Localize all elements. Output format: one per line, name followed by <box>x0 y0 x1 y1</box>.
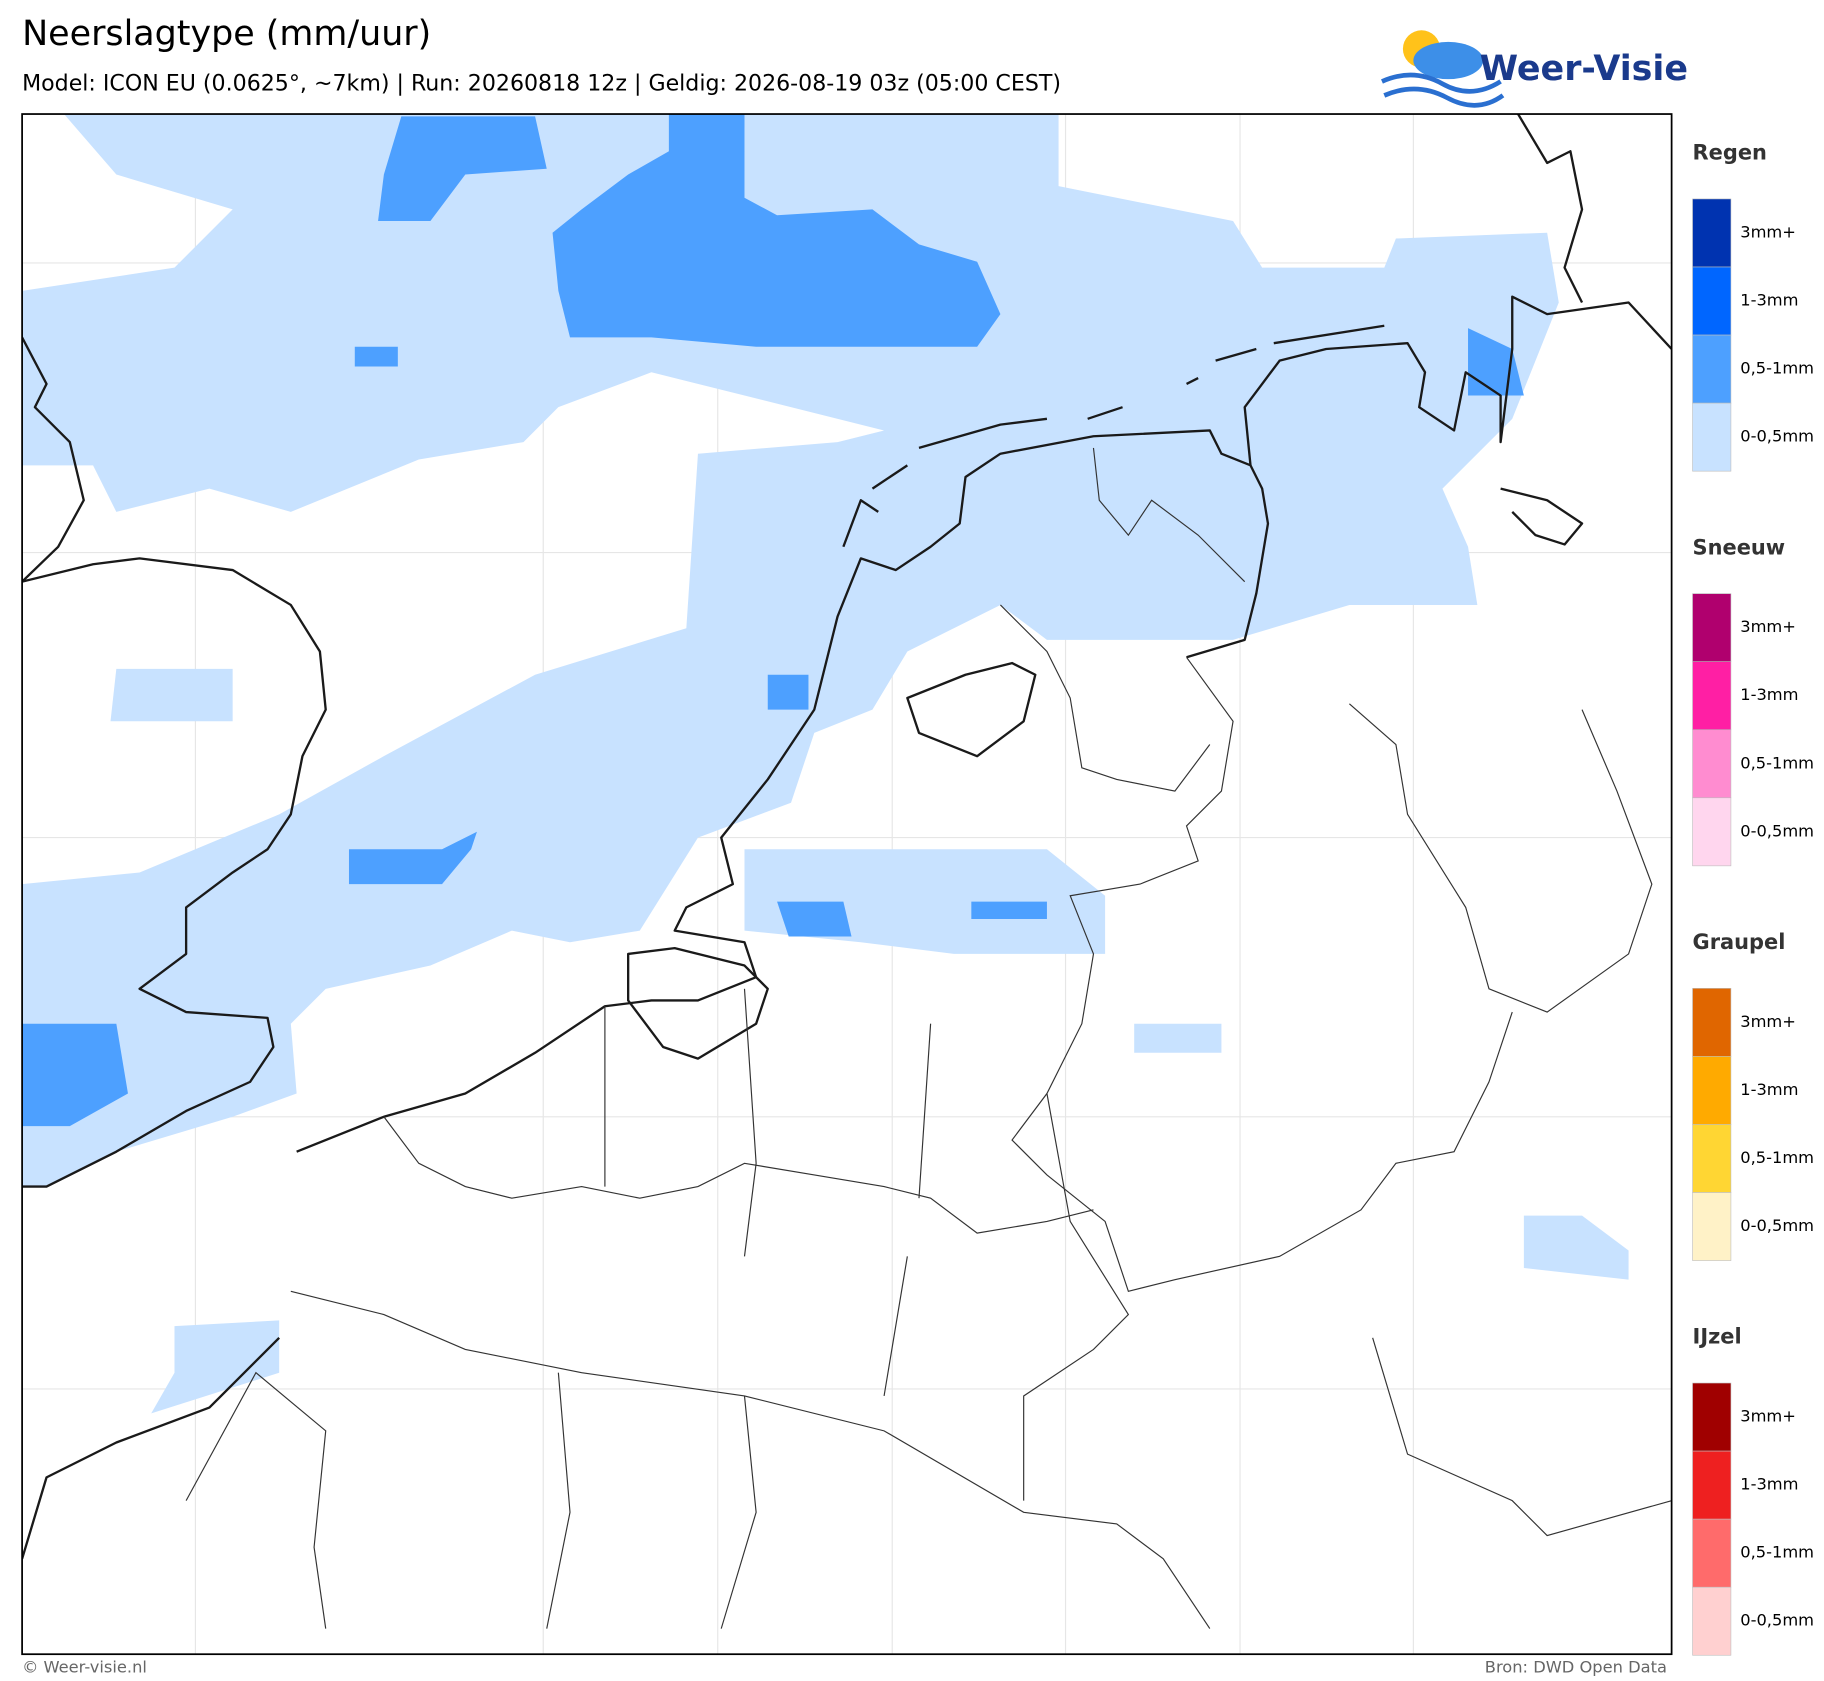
legend-swatch <box>1692 1450 1732 1520</box>
legend-label: 3mm+ <box>1740 222 1796 241</box>
legend-label: 0,5-1mm <box>1740 359 1814 378</box>
legend-swatch <box>1692 198 1732 268</box>
legend-label: 1-3mm <box>1740 291 1798 310</box>
legend-label: 0-0,5mm <box>1740 427 1814 446</box>
legend-swatch <box>1692 988 1732 1057</box>
legend-label: 0,5-1mm <box>1740 1148 1814 1167</box>
legend-swatch <box>1692 729 1732 799</box>
legend-label: 0,5-1mm <box>1740 1543 1814 1562</box>
coastlines <box>22 114 1672 1560</box>
legend-swatch <box>1692 593 1732 662</box>
legend-label: 0-0,5mm <box>1740 821 1814 840</box>
legend-swatch <box>1692 1192 1732 1261</box>
legend-title: Regen <box>1693 141 1767 165</box>
legend-swatch <box>1692 402 1732 472</box>
title: Neerslagtype (mm/uur) <box>22 14 431 54</box>
legend-label: 3mm+ <box>1740 1407 1796 1426</box>
borders <box>185 447 1672 1629</box>
logo-text: Weer-Visie <box>1480 49 1688 89</box>
logo: Weer-Visie <box>1381 30 1688 108</box>
legend-title: Graupel <box>1693 930 1786 954</box>
footer-right: Bron: DWD Open Data <box>1485 1658 1667 1677</box>
precipitation <box>22 114 1629 1414</box>
legend-label: 0-0,5mm <box>1740 1216 1814 1235</box>
legend-label: 3mm+ <box>1740 617 1796 636</box>
legend-swatch <box>1692 1518 1732 1588</box>
legend-swatch <box>1692 1586 1732 1656</box>
map <box>21 113 1673 1656</box>
legend-label: 1-3mm <box>1740 685 1798 704</box>
legend: Regen 3mm+ 1-3mm 0,5-1mm 0-0,5mm Sneeuw 3mm+ 1-… <box>1692 141 1814 1656</box>
legend-label: 1-3mm <box>1740 1080 1798 1099</box>
legend-title: Sneeuw <box>1693 535 1786 559</box>
legend-swatch <box>1692 1124 1732 1193</box>
legend-label: 3mm+ <box>1740 1012 1796 1031</box>
map-frame <box>21 113 1673 1656</box>
legend-swatch <box>1692 797 1732 867</box>
legend-swatch <box>1692 1382 1732 1452</box>
legend-title: IJzel <box>1693 1325 1742 1349</box>
legend-swatch <box>1692 661 1732 731</box>
subtitle: Model: ICON EU (0.0625°, ~7km) | Run: 20… <box>22 70 1061 96</box>
legend-label: 0,5-1mm <box>1740 753 1814 772</box>
legend-swatch <box>1692 266 1732 336</box>
legend-swatch <box>1692 334 1732 404</box>
footer-left: © Weer-visie.nl <box>22 1658 147 1677</box>
legend-swatch <box>1692 1056 1732 1125</box>
legend-label: 1-3mm <box>1740 1475 1798 1494</box>
legend-label: 0-0,5mm <box>1740 1611 1814 1630</box>
